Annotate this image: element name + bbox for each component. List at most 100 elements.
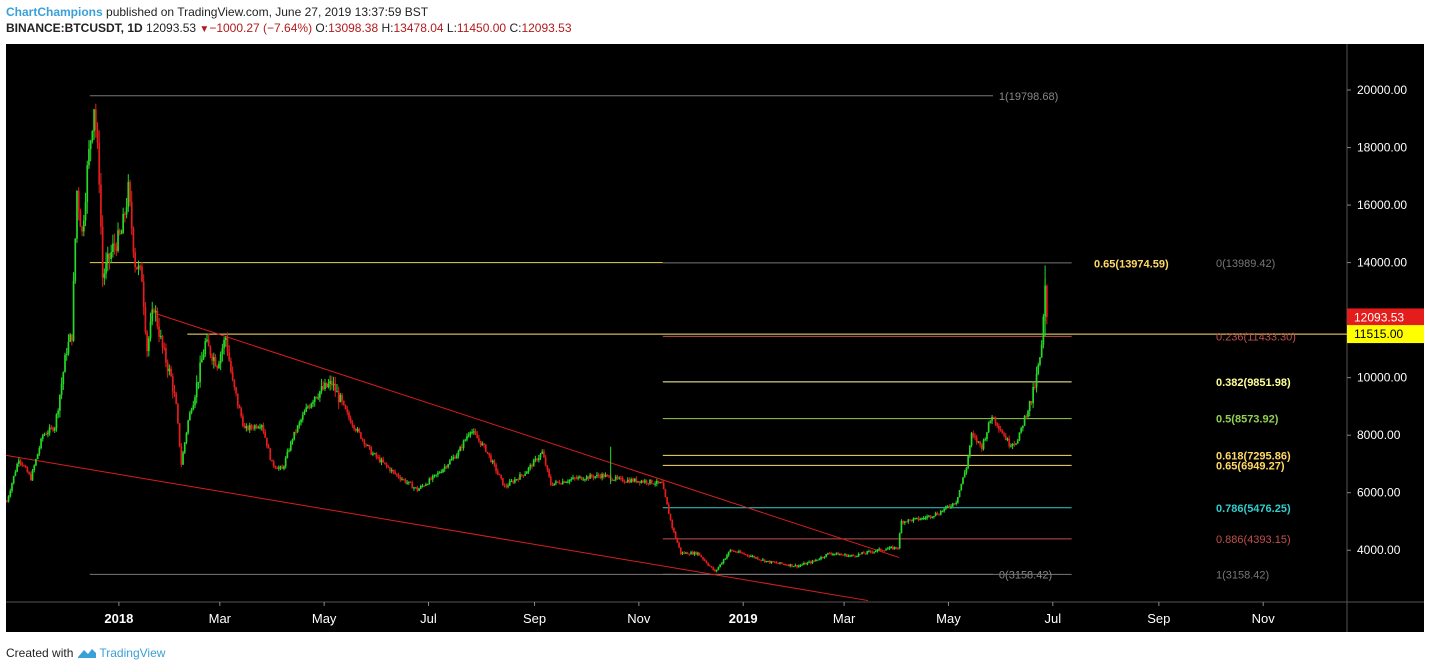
plot-layer: 1(19798.68) 0(3158.42) 0(13989.42) 0.236(11… bbox=[6, 91, 1347, 602]
candle-body bbox=[479, 440, 482, 446]
candle-body bbox=[556, 481, 559, 483]
candle-body bbox=[868, 551, 870, 553]
candle-body bbox=[784, 564, 786, 566]
candle-body bbox=[187, 420, 190, 433]
candle-body bbox=[927, 515, 930, 517]
candle-body bbox=[305, 407, 308, 412]
candle-body bbox=[739, 551, 742, 553]
candle-body bbox=[847, 555, 850, 557]
candle-body bbox=[765, 560, 768, 562]
candle-body bbox=[19, 460, 22, 463]
candle-body bbox=[787, 565, 790, 567]
candle-body bbox=[254, 425, 256, 429]
candle-body bbox=[1013, 443, 1016, 445]
tradingview-link[interactable]: TradingView bbox=[77, 646, 165, 660]
high-label: H: bbox=[381, 21, 394, 35]
candle-body bbox=[823, 556, 826, 558]
candle-body bbox=[676, 538, 679, 543]
candle-body bbox=[811, 560, 814, 564]
candle-body bbox=[909, 519, 911, 521]
x-tick-label: 2018 bbox=[104, 611, 133, 626]
candle-body bbox=[921, 518, 923, 520]
candle-body bbox=[948, 506, 951, 508]
candle-body bbox=[801, 564, 804, 566]
candle-body bbox=[65, 353, 68, 355]
fib-right-label: 1(3158.42) bbox=[1216, 569, 1269, 581]
candle-body bbox=[570, 479, 573, 481]
candle-body bbox=[703, 559, 706, 561]
candle-body bbox=[60, 383, 63, 395]
candle-body bbox=[471, 431, 473, 433]
candle-body bbox=[437, 472, 439, 475]
candle-body bbox=[608, 475, 610, 477]
candle-body bbox=[943, 508, 946, 512]
candle-body bbox=[166, 362, 169, 372]
candle-body bbox=[154, 310, 157, 313]
candle-body bbox=[124, 213, 126, 215]
candle-body bbox=[151, 309, 154, 322]
candle-body bbox=[315, 396, 318, 398]
candle-body bbox=[919, 519, 922, 521]
candle-body bbox=[1042, 316, 1045, 345]
candle-body bbox=[779, 562, 781, 564]
candle-body bbox=[132, 228, 135, 253]
candle-body bbox=[195, 382, 198, 398]
candle-body bbox=[307, 406, 309, 408]
candle-body bbox=[310, 403, 313, 408]
fib-left-label: 1(19798.68) bbox=[999, 91, 1058, 103]
candle-body bbox=[206, 339, 208, 342]
candle-body bbox=[693, 551, 696, 555]
candle-body bbox=[255, 425, 258, 428]
y-tick-label: 14000.00 bbox=[1357, 256, 1407, 270]
candle-body bbox=[122, 213, 125, 234]
candle-body bbox=[905, 521, 908, 523]
candle-body bbox=[611, 479, 614, 481]
candle-body bbox=[876, 549, 879, 551]
candle-body bbox=[325, 382, 328, 388]
candle-body bbox=[565, 482, 568, 484]
candle-body bbox=[89, 140, 92, 150]
candle-body bbox=[368, 445, 371, 448]
candle-body bbox=[291, 439, 294, 442]
candle-body bbox=[698, 552, 701, 556]
candle-body bbox=[903, 521, 906, 524]
candle-body bbox=[681, 552, 684, 554]
x-tick-label: Nov bbox=[1252, 611, 1276, 626]
candle-body bbox=[281, 466, 284, 469]
candle-body bbox=[460, 447, 463, 449]
candle-body bbox=[228, 352, 231, 361]
candle-body bbox=[411, 482, 414, 489]
candle-body bbox=[691, 552, 694, 555]
candle-body bbox=[144, 307, 147, 333]
candle-body bbox=[134, 252, 136, 268]
candle-body bbox=[760, 559, 763, 561]
candle-body bbox=[88, 149, 90, 166]
candle-body bbox=[17, 460, 20, 465]
ohlc-line: BINANCE:BTCUSDT, 1D 12093.53 ▼−1000.27 (… bbox=[6, 20, 572, 38]
candle-body bbox=[421, 485, 424, 487]
candle-body bbox=[274, 466, 277, 468]
candle-body bbox=[413, 487, 415, 489]
candle-body bbox=[223, 340, 225, 349]
candle-body bbox=[941, 511, 944, 513]
candle-body bbox=[502, 478, 504, 486]
candle-body bbox=[534, 458, 537, 461]
candle-body bbox=[934, 513, 937, 516]
candle-body bbox=[939, 511, 942, 515]
candle-body bbox=[142, 281, 145, 308]
candle-body bbox=[957, 497, 959, 503]
candle-body bbox=[751, 556, 754, 558]
candle-body bbox=[361, 438, 364, 440]
author-link[interactable]: ChartChampions bbox=[6, 5, 103, 19]
x-tick-label: May bbox=[312, 611, 337, 626]
fib-extra-label: 0.65(13974.59) bbox=[1094, 258, 1169, 270]
candle-body bbox=[1035, 373, 1038, 388]
candle-body bbox=[47, 432, 49, 435]
candle-body bbox=[7, 496, 10, 502]
candle-body bbox=[330, 380, 333, 386]
candle-body bbox=[708, 565, 711, 567]
x-tick-label: Sep bbox=[1147, 611, 1170, 626]
candle-body bbox=[862, 552, 865, 554]
candle-body bbox=[992, 416, 995, 418]
